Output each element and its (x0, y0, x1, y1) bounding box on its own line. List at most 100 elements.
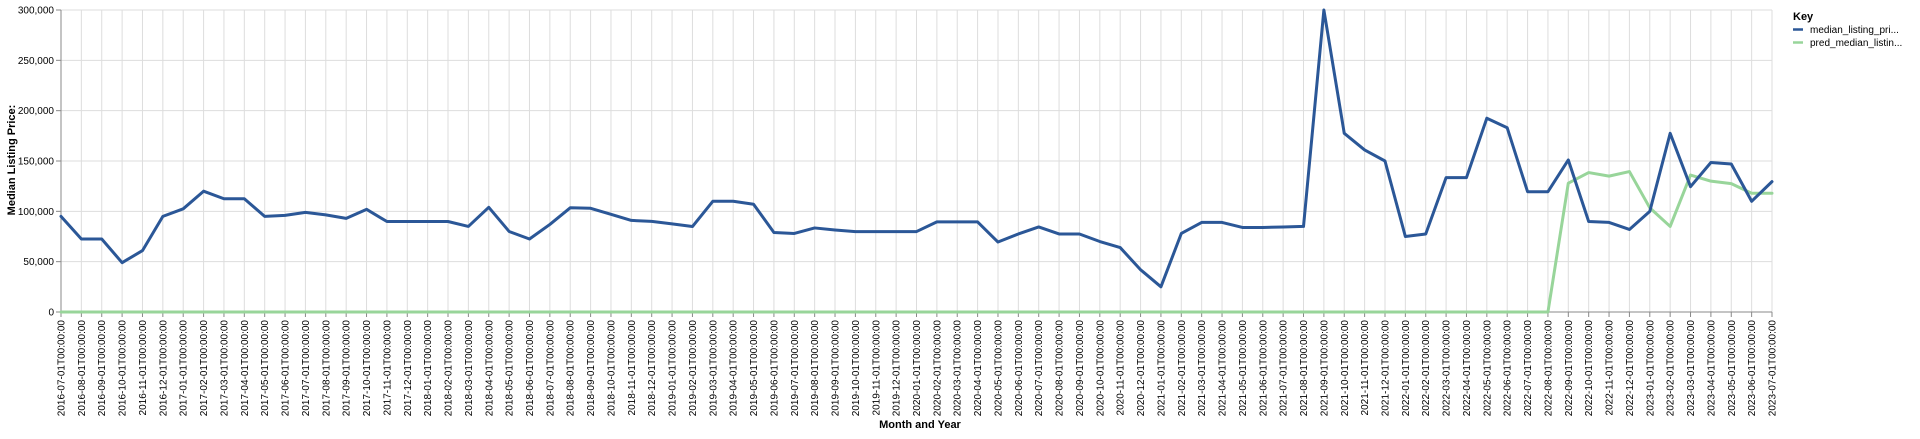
y-tick-label: 50,000 (23, 257, 54, 268)
x-tick-label: 2020-01-01T00:00:00 (912, 320, 923, 417)
x-tick-label: 2018-05-01T00:00:00 (505, 320, 516, 417)
x-tick-label: 2018-07-01T00:00:00 (545, 320, 556, 417)
x-tick-label: 2017-05-01T00:00:00 (260, 320, 271, 417)
y-tick-label: 100,000 (18, 207, 55, 218)
x-tick-label: 2018-12-01T00:00:00 (647, 320, 658, 417)
x-tick-label: 2021-08-01T00:00:00 (1299, 320, 1310, 417)
x-tick-label: 2021-04-01T00:00:00 (1218, 320, 1229, 417)
x-tick-label: 2020-07-01T00:00:00 (1034, 320, 1045, 417)
x-tick-label: 2019-02-01T00:00:00 (688, 320, 699, 417)
x-tick-label: 2016-11-01T00:00:00 (138, 320, 149, 416)
x-tick-label: 2023-05-01T00:00:00 (1727, 320, 1738, 417)
x-tick-label: 2020-11-01T00:00:00 (1116, 320, 1127, 416)
x-tick-label: 2016-10-01T00:00:00 (118, 320, 129, 417)
x-tick-label: 2020-05-01T00:00:00 (993, 320, 1004, 417)
x-tick-label: 2020-09-01T00:00:00 (1075, 320, 1086, 417)
x-tick-label: 2020-03-01T00:00:00 (953, 320, 964, 417)
x-tick-label: 2022-11-01T00:00:00 (1605, 320, 1616, 416)
x-tick-label: 2022-08-01T00:00:00 (1543, 320, 1554, 417)
y-tick-label: 250,000 (18, 56, 55, 67)
x-tick-label: 2020-02-01T00:00:00 (932, 320, 943, 417)
x-tick-label: 2019-01-01T00:00:00 (668, 320, 679, 417)
x-tick-label: 2022-06-01T00:00:00 (1503, 320, 1514, 417)
x-tick-label: 2022-09-01T00:00:00 (1564, 320, 1575, 417)
series-line-median-listing-price (59, 8, 1774, 289)
x-tick-label: 2018-09-01T00:00:00 (586, 320, 597, 417)
x-tick-label: 2019-10-01T00:00:00 (851, 320, 862, 417)
x-tick-label: 2018-10-01T00:00:00 (606, 320, 617, 417)
x-tick-label: 2017-02-01T00:00:00 (199, 320, 210, 417)
y-tick-label: 150,000 (18, 157, 55, 168)
x-tick-label: 2022-05-01T00:00:00 (1482, 320, 1493, 417)
y-tick-label: 0 (48, 308, 54, 319)
legend: Key median_listing_pri... pred_median_lis… (1793, 11, 1902, 49)
y-tick-label: 200,000 (18, 106, 55, 117)
x-tick-label: 2018-04-01T00:00:00 (484, 320, 495, 417)
x-tick-label: 2021-12-01T00:00:00 (1380, 320, 1391, 417)
x-tick-label: 2021-09-01T00:00:00 (1319, 320, 1330, 417)
x-tick-label: 2016-08-01T00:00:00 (77, 320, 88, 417)
x-tick-label: 2020-12-01T00:00:00 (1136, 320, 1147, 417)
x-tick-label: 2021-06-01T00:00:00 (1258, 320, 1269, 417)
x-tick-label: 2018-08-01T00:00:00 (566, 320, 577, 417)
x-tick-label: 2018-06-01T00:00:00 (525, 320, 536, 417)
x-tick-label: 2022-02-01T00:00:00 (1421, 320, 1432, 417)
x-axis-title: Month and Year (879, 419, 961, 431)
x-tick-label: 2019-11-01T00:00:00 (871, 320, 882, 416)
x-tick-label: 2021-01-01T00:00:00 (1156, 320, 1167, 417)
x-tick-label: 2023-02-01T00:00:00 (1666, 320, 1677, 417)
x-tick-label: 2016-12-01T00:00:00 (158, 320, 169, 417)
x-tick-label: 2016-07-01T00:00:00 (57, 320, 68, 417)
x-tick-label: 2017-04-01T00:00:00 (240, 320, 251, 417)
series-lines (59, 8, 1774, 314)
x-tick-label: 2021-02-01T00:00:00 (1177, 320, 1188, 417)
x-tick-label: 2019-03-01T00:00:00 (708, 320, 719, 417)
x-tick-label: 2022-04-01T00:00:00 (1462, 320, 1473, 417)
x-tick-label: 2022-03-01T00:00:00 (1442, 320, 1453, 417)
x-tick-label: 2021-03-01T00:00:00 (1197, 320, 1208, 417)
gridlines (60, 9, 1773, 313)
y-tick-label: 300,000 (18, 6, 55, 17)
axes: 0 50,000 100,000 150,000 200,000 250,000 300,0… (18, 6, 1779, 417)
x-tick-label: 2019-06-01T00:00:00 (769, 320, 780, 417)
x-tick-label: 2018-01-01T00:00:00 (423, 320, 434, 417)
x-tick-label: 2019-05-01T00:00:00 (749, 320, 760, 417)
x-tick-label: 2017-07-01T00:00:00 (301, 320, 312, 417)
x-tick-label: 2020-04-01T00:00:00 (973, 320, 984, 417)
x-tick-label: 2017-01-01T00:00:00 (179, 320, 190, 417)
x-tick-label: 2017-08-01T00:00:00 (321, 320, 332, 417)
x-tick-label: 2023-06-01T00:00:00 (1747, 320, 1758, 417)
x-tick-label: 2022-01-01T00:00:00 (1401, 320, 1412, 417)
x-tick-label: 2017-12-01T00:00:00 (403, 320, 414, 417)
legend-title: Key (1793, 11, 1814, 23)
x-tick-label: 2021-10-01T00:00:00 (1340, 320, 1351, 417)
x-tick-label: 2020-10-01T00:00:00 (1095, 320, 1106, 417)
x-tick-label: 2019-12-01T00:00:00 (892, 320, 903, 417)
x-tick-label: 2018-02-01T00:00:00 (444, 320, 455, 417)
x-tick-label: 2016-09-01T00:00:00 (97, 320, 108, 417)
legend-label: median_listing_pri... (1810, 25, 1899, 36)
x-tick-label: 2021-05-01T00:00:00 (1238, 320, 1249, 417)
x-tick-label: 2023-04-01T00:00:00 (1706, 320, 1717, 417)
x-tick-label: 2022-07-01T00:00:00 (1523, 320, 1534, 417)
x-tick-label: 2021-11-01T00:00:00 (1360, 320, 1371, 416)
y-axis-title: Median Listing Price: (6, 105, 18, 216)
x-tick-label: 2020-08-01T00:00:00 (1055, 320, 1066, 417)
x-tick-label: 2017-03-01T00:00:00 (219, 320, 230, 417)
x-tick-label: 2022-12-01T00:00:00 (1625, 320, 1636, 417)
x-tick-label: 2022-10-01T00:00:00 (1584, 320, 1595, 417)
x-tick-label: 2023-07-01T00:00:00 (1768, 320, 1779, 417)
x-tick-label: 2019-04-01T00:00:00 (729, 320, 740, 417)
x-tick-label: 2019-09-01T00:00:00 (831, 320, 842, 417)
x-tick-label: 2018-03-01T00:00:00 (464, 320, 475, 417)
x-tick-label: 2020-06-01T00:00:00 (1014, 320, 1025, 417)
x-tick-label: 2021-07-01T00:00:00 (1279, 320, 1290, 417)
x-tick-label: 2023-03-01T00:00:00 (1686, 320, 1697, 417)
x-tick-label: 2017-11-01T00:00:00 (382, 320, 393, 416)
series-line-pred-median-listing-price (59, 170, 1774, 314)
x-tick-label: 2019-08-01T00:00:00 (810, 320, 821, 417)
x-tick-label: 2017-09-01T00:00:00 (342, 320, 353, 417)
x-tick-label: 2017-10-01T00:00:00 (362, 320, 373, 417)
x-tick-label: 2017-06-01T00:00:00 (281, 320, 292, 417)
